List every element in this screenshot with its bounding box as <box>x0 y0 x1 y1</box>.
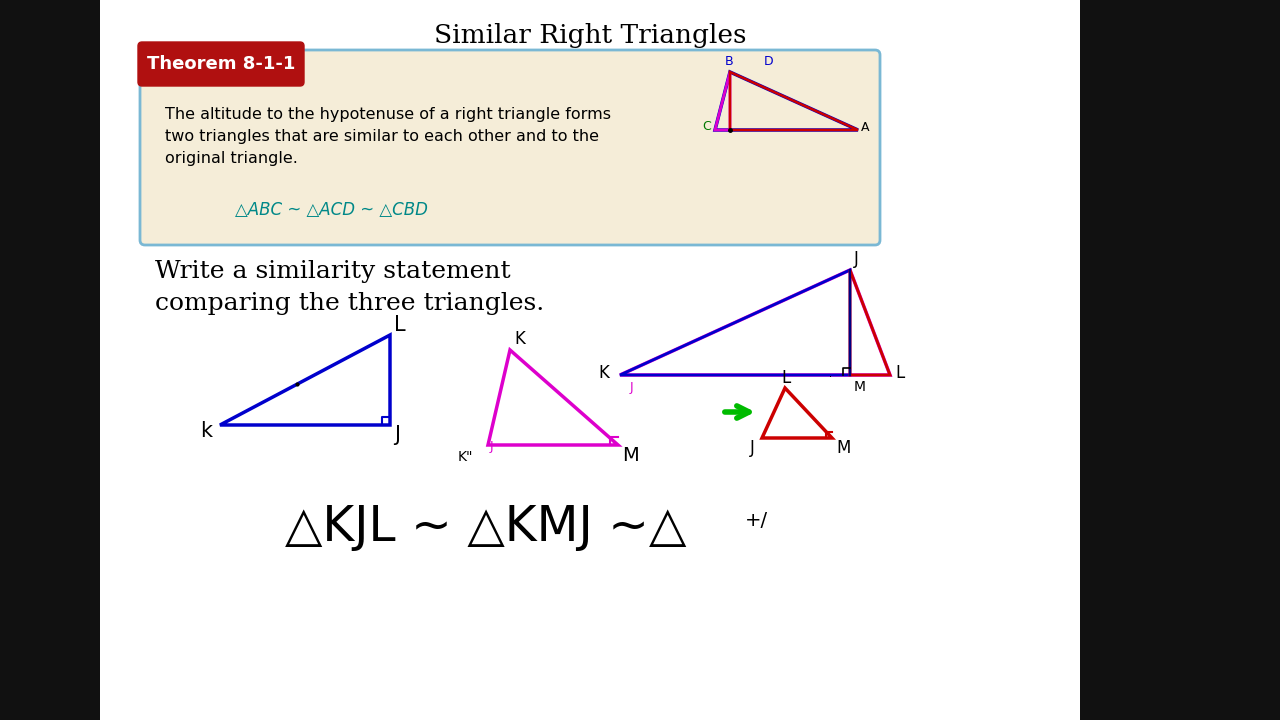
Text: A: A <box>861 121 869 134</box>
Text: J: J <box>394 425 399 445</box>
FancyBboxPatch shape <box>140 50 881 245</box>
Text: L: L <box>895 364 904 382</box>
Text: Similar Right Triangles: Similar Right Triangles <box>434 23 746 48</box>
FancyBboxPatch shape <box>138 42 305 86</box>
Text: K: K <box>515 330 525 348</box>
Text: M: M <box>854 380 867 394</box>
Text: J: J <box>854 250 859 268</box>
Text: M: M <box>622 446 639 465</box>
Text: D: D <box>764 55 773 68</box>
Text: comparing the three triangles.: comparing the three triangles. <box>155 292 544 315</box>
Text: △KJL ~ △KMJ ~△: △KJL ~ △KMJ ~△ <box>285 503 686 551</box>
Text: J: J <box>490 440 494 453</box>
Text: +/: +/ <box>745 510 768 529</box>
Text: The altitude to the hypotenuse of a right triangle forms: The altitude to the hypotenuse of a righ… <box>165 107 611 122</box>
Text: J: J <box>630 381 634 394</box>
Text: △ABC ~ △ACD ~ △CBD: △ABC ~ △ACD ~ △CBD <box>236 201 428 219</box>
Text: B: B <box>724 55 733 68</box>
Text: Theorem 8-1-1: Theorem 8-1-1 <box>147 55 296 73</box>
Text: K: K <box>598 364 609 382</box>
Text: original triangle.: original triangle. <box>165 151 298 166</box>
Text: M: M <box>836 439 850 457</box>
Text: two triangles that are similar to each other and to the: two triangles that are similar to each o… <box>165 129 599 144</box>
Text: K": K" <box>458 450 474 464</box>
Text: Write a similarity statement: Write a similarity statement <box>155 260 511 283</box>
Text: J: J <box>750 439 755 457</box>
Text: L: L <box>394 315 406 335</box>
Text: C: C <box>701 120 710 133</box>
Bar <box>100 0 1080 720</box>
Text: L: L <box>781 369 790 387</box>
Text: k: k <box>200 421 212 441</box>
